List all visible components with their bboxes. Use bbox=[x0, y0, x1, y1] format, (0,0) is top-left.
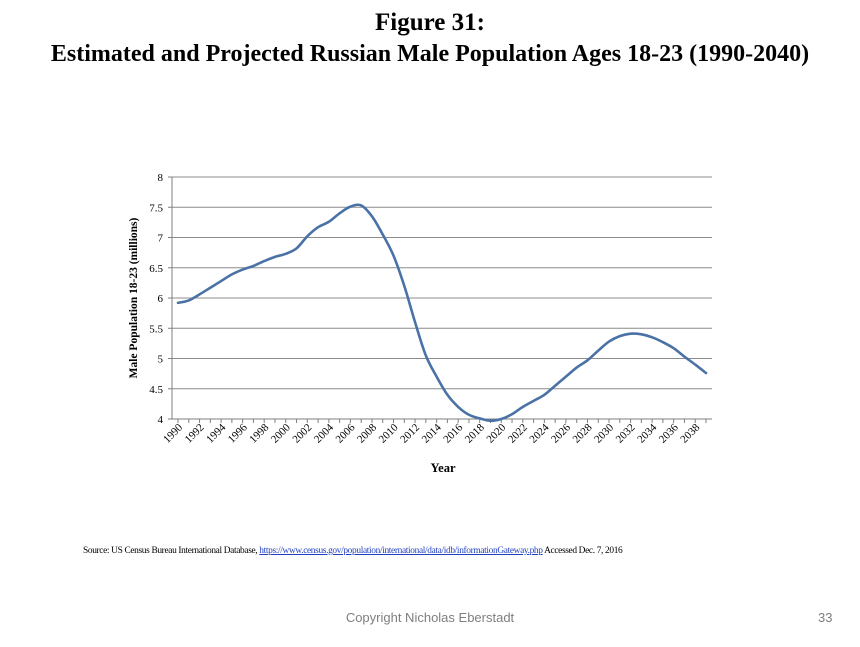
axes bbox=[171, 177, 712, 423]
y-axis-label: Male Population 18-23 (millions) bbox=[128, 217, 140, 378]
x-tick-label: 2008 bbox=[355, 421, 379, 445]
y-tick-label: 4.5 bbox=[149, 384, 163, 396]
y-tick-label: 4 bbox=[158, 414, 164, 426]
x-tick-label: 1996 bbox=[226, 421, 250, 445]
series-group bbox=[176, 203, 708, 423]
x-tick-label: 2024 bbox=[527, 421, 551, 445]
page-number: 33 bbox=[818, 610, 833, 625]
x-tick-label: 1998 bbox=[247, 421, 271, 445]
x-tick-label: 2010 bbox=[377, 421, 401, 445]
source-prefix: Source: US Census Bureau International D… bbox=[83, 546, 260, 556]
y-tick-label: 6.5 bbox=[149, 263, 163, 275]
chart-title: Estimated and Projected Russian Male Pop… bbox=[50, 41, 810, 67]
y-tick-label: 6 bbox=[158, 293, 164, 305]
x-tick-label: 2030 bbox=[592, 421, 616, 445]
source-suffix: Accessed Dec. 7, 2016 bbox=[542, 546, 623, 556]
y-tick-labels: 4 4.5 5 5.5 6 6.5 7 7.5 8 bbox=[149, 172, 163, 426]
x-tick-label: 2034 bbox=[635, 421, 659, 445]
series-line bbox=[176, 203, 708, 423]
x-tick-label: 2028 bbox=[571, 421, 595, 445]
y-tick-label: 7 bbox=[158, 233, 164, 245]
x-tick-label: 1994 bbox=[204, 421, 228, 445]
copyright-footer: Copyright Nicholas Eberstadt bbox=[345, 610, 515, 625]
x-tick-label: 2022 bbox=[506, 422, 530, 446]
source-note: Source: US Census Bureau International D… bbox=[83, 546, 623, 556]
figure-label: Figure 31: bbox=[375, 9, 485, 36]
x-tick-label: 2026 bbox=[549, 421, 573, 445]
y-tick-label: 5 bbox=[158, 354, 164, 366]
x-tick-label: 2016 bbox=[441, 421, 465, 445]
x-tick-label: 2018 bbox=[463, 421, 487, 445]
x-tick-label: 1990 bbox=[161, 421, 185, 445]
x-axis-label: Year bbox=[431, 461, 456, 475]
x-tick-label: 2000 bbox=[269, 421, 293, 445]
x-tick-label: 2004 bbox=[312, 421, 336, 445]
x-tick-label: 1992 bbox=[183, 422, 207, 446]
x-tick-label: 2006 bbox=[333, 421, 357, 445]
x-tick-label: 2012 bbox=[398, 422, 422, 446]
x-tick-label: 2002 bbox=[290, 422, 314, 446]
x-tick-label: 2038 bbox=[678, 421, 702, 445]
x-tick-label: 2014 bbox=[420, 421, 444, 445]
y-tick-label: 5.5 bbox=[149, 323, 163, 335]
x-tick-label: 2020 bbox=[484, 421, 508, 445]
y-tick-label: 8 bbox=[158, 172, 164, 184]
y-tick-label: 7.5 bbox=[149, 202, 163, 214]
x-tick-label: 2036 bbox=[657, 421, 681, 445]
x-tick-labels: 1990199219941996199820002002200420062008… bbox=[161, 421, 703, 445]
x-tick-label: 2032 bbox=[614, 422, 638, 446]
source-link[interactable]: https://www.census.gov/population/intern… bbox=[259, 546, 543, 556]
